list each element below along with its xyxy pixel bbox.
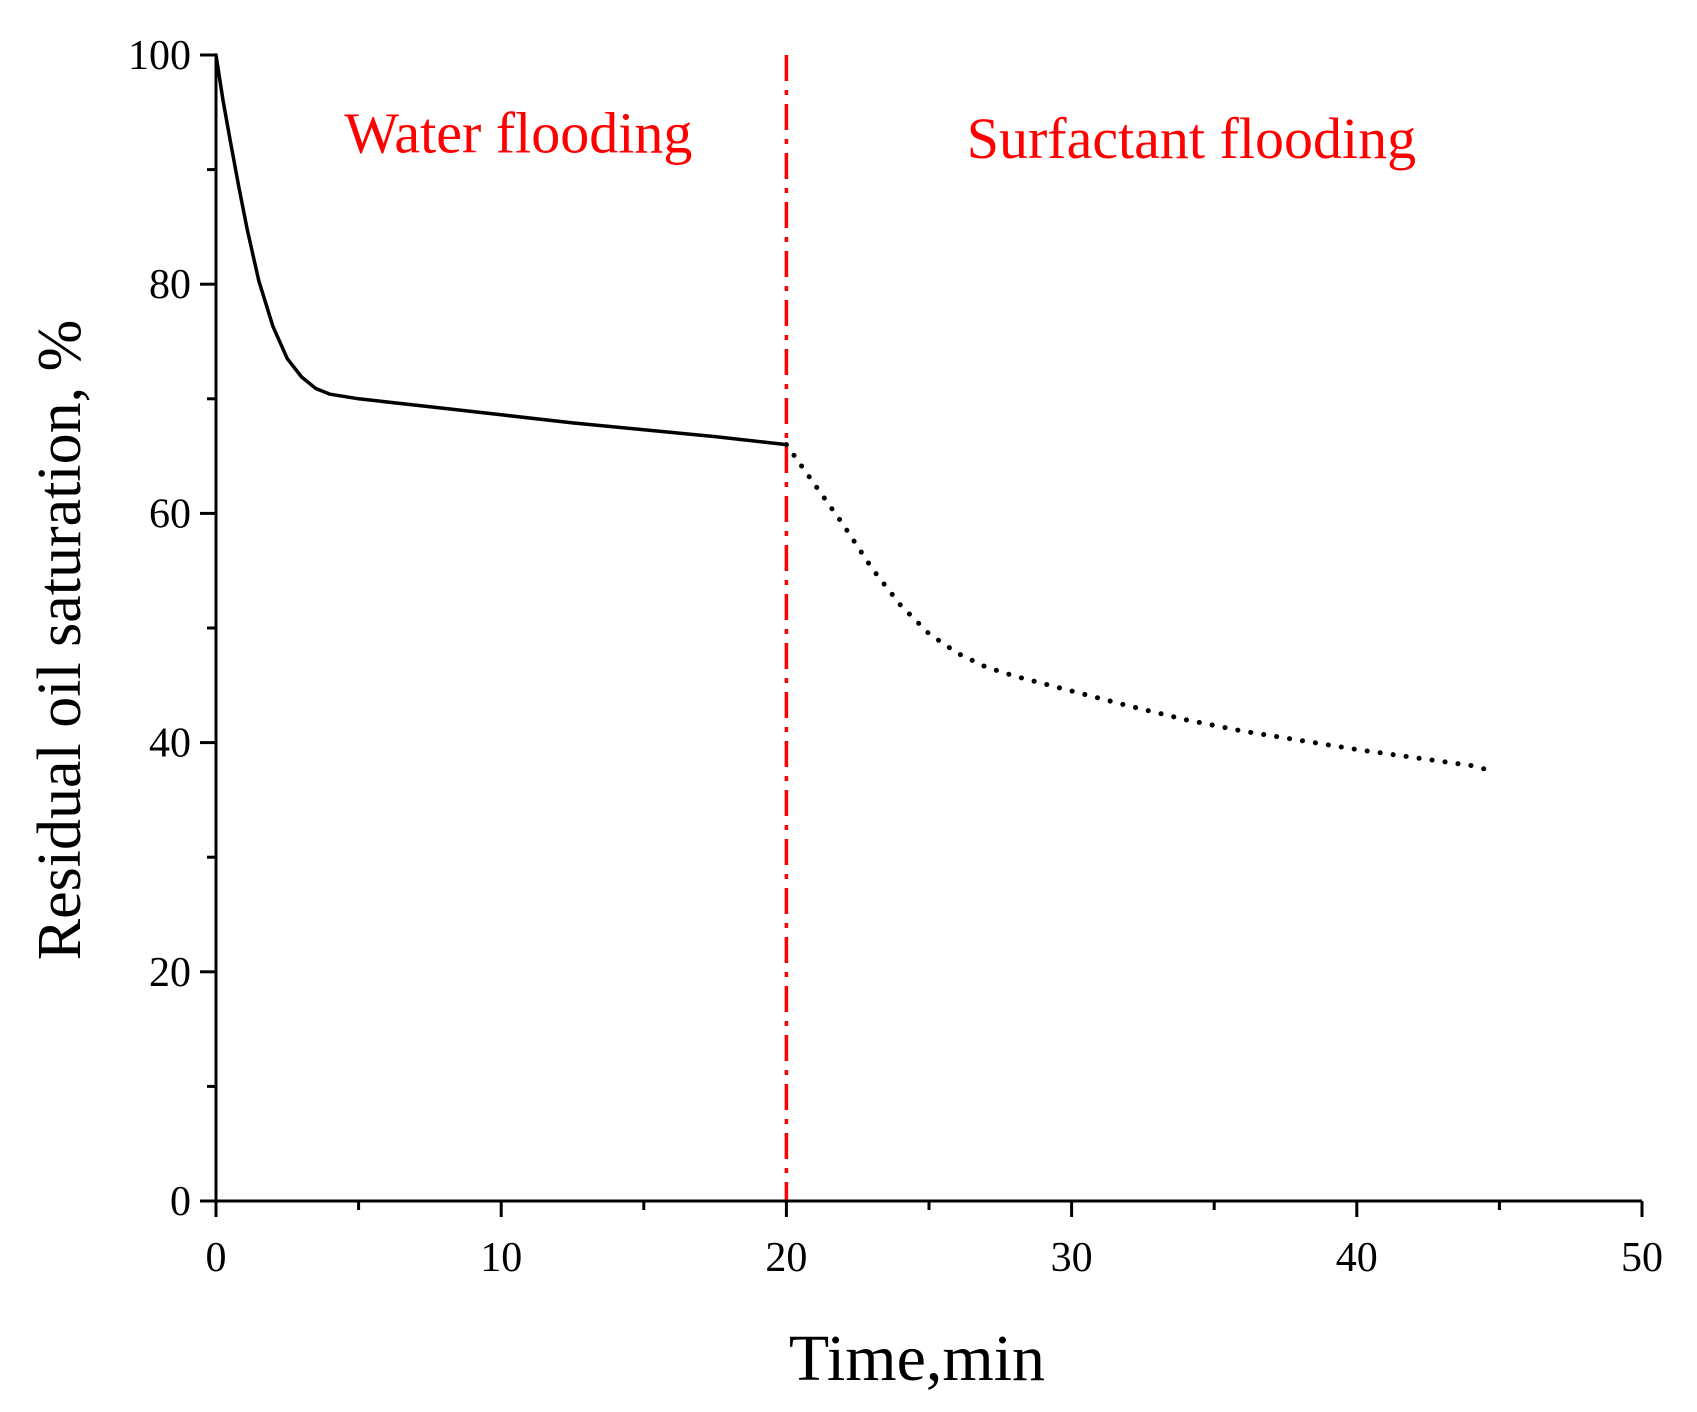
y-tick-label: 0	[170, 1179, 191, 1225]
y-tick-label: 80	[149, 262, 191, 308]
x-tick-label: 10	[480, 1235, 522, 1281]
x-tick-label: 0	[206, 1235, 227, 1281]
x-tick-label: 20	[765, 1235, 807, 1281]
y-tick-label: 40	[149, 721, 191, 767]
y-tick-label: 60	[149, 491, 191, 537]
x-tick-label: 50	[1621, 1235, 1663, 1281]
x-axis-title: Time,min	[789, 1322, 1045, 1395]
annotations: Water flooding Surfactant flooding	[344, 100, 1416, 171]
y-axis-title: Residual oil saturation, %	[26, 320, 94, 961]
water-flooding-label: Water flooding	[344, 100, 692, 165]
x-tick-label: 40	[1336, 1235, 1378, 1281]
y-tick-label: 100	[128, 33, 191, 79]
x-tick-label: 30	[1051, 1235, 1093, 1281]
series	[214, 53, 1497, 1201]
ticks: 0 10 20 30 40 50 0 20 40 60 80 100	[128, 33, 1663, 1281]
surfactant-flooding-label: Surfactant flooding	[967, 106, 1416, 171]
y-tick-label: 20	[149, 950, 191, 996]
water-flooding-series	[214, 53, 789, 447]
surfactant-flooding-series	[783, 442, 1497, 774]
